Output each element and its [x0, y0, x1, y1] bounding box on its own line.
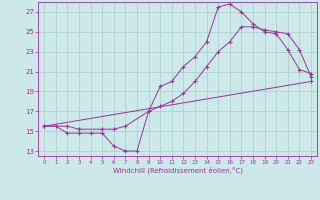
- X-axis label: Windchill (Refroidissement éolien,°C): Windchill (Refroidissement éolien,°C): [113, 167, 243, 174]
